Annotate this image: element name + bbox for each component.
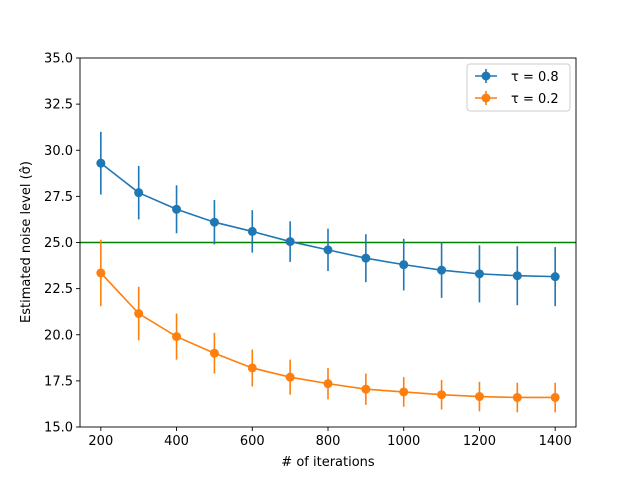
- series-2: [96, 239, 560, 413]
- y-tick-label: 15.0: [44, 421, 73, 436]
- data-point: [361, 253, 371, 263]
- data-point: [550, 272, 560, 282]
- x-tick-label: 1200: [463, 434, 496, 449]
- legend: τ = 0.8 τ = 0.2: [466, 63, 571, 112]
- x-axis: 200 400 600 800 1000 1200 1400: [88, 427, 572, 449]
- data-point: [247, 363, 257, 373]
- data-point: [96, 268, 106, 278]
- legend-label: τ = 0.2: [511, 92, 559, 107]
- x-tick-label: 600: [240, 434, 265, 449]
- legend-entry-2: τ = 0.2: [475, 91, 559, 107]
- data-point: [96, 158, 106, 168]
- x-tick-label: 1400: [539, 434, 572, 449]
- x-tick-label: 400: [164, 434, 189, 449]
- data-point: [512, 271, 522, 281]
- y-tick-label: 17.5: [44, 374, 73, 389]
- x-tick-label: 1000: [387, 434, 420, 449]
- data-point: [474, 392, 484, 402]
- y-axis: 15.0 17.5 20.0 22.5 25.0 27.5 30.0 32.5 35.0: [44, 52, 80, 436]
- data-point: [209, 217, 219, 227]
- y-tick-label: 35.0: [44, 52, 73, 67]
- legend-marker: [481, 71, 491, 81]
- y-tick-label: 27.5: [44, 190, 73, 205]
- y-tick-label: 22.5: [44, 282, 73, 297]
- data-point: [134, 309, 144, 319]
- legend-label: τ = 0.8: [511, 70, 559, 85]
- x-tick-label: 800: [316, 434, 341, 449]
- data-point: [134, 188, 144, 198]
- y-tick-label: 25.0: [44, 236, 73, 251]
- data-point: [172, 204, 182, 214]
- data-point: [247, 226, 257, 236]
- data-point: [474, 269, 484, 279]
- data-point: [209, 348, 219, 358]
- data-point: [285, 372, 295, 382]
- data-point: [399, 387, 409, 397]
- legend-marker: [481, 93, 491, 103]
- legend-entry-1: τ = 0.8: [475, 69, 559, 85]
- data-point: [399, 260, 409, 270]
- series-1: [96, 131, 560, 307]
- data-point: [437, 390, 447, 400]
- x-tick-label: 200: [88, 434, 113, 449]
- y-tick-label: 30.0: [44, 144, 73, 159]
- data-point: [550, 392, 560, 402]
- y-tick-label: 20.0: [44, 328, 73, 343]
- data-point: [323, 379, 333, 389]
- x-axis-label: # of iterations: [281, 455, 375, 470]
- plot-area: [79, 57, 577, 428]
- data-point: [437, 265, 447, 275]
- data-point: [323, 245, 333, 255]
- y-tick-label: 32.5: [44, 98, 73, 113]
- y-axis-label: Estimated noise level (σ̂): [19, 161, 34, 323]
- data-point: [361, 384, 371, 394]
- data-point: [172, 332, 182, 342]
- data-point: [285, 237, 295, 247]
- data-point: [512, 392, 522, 402]
